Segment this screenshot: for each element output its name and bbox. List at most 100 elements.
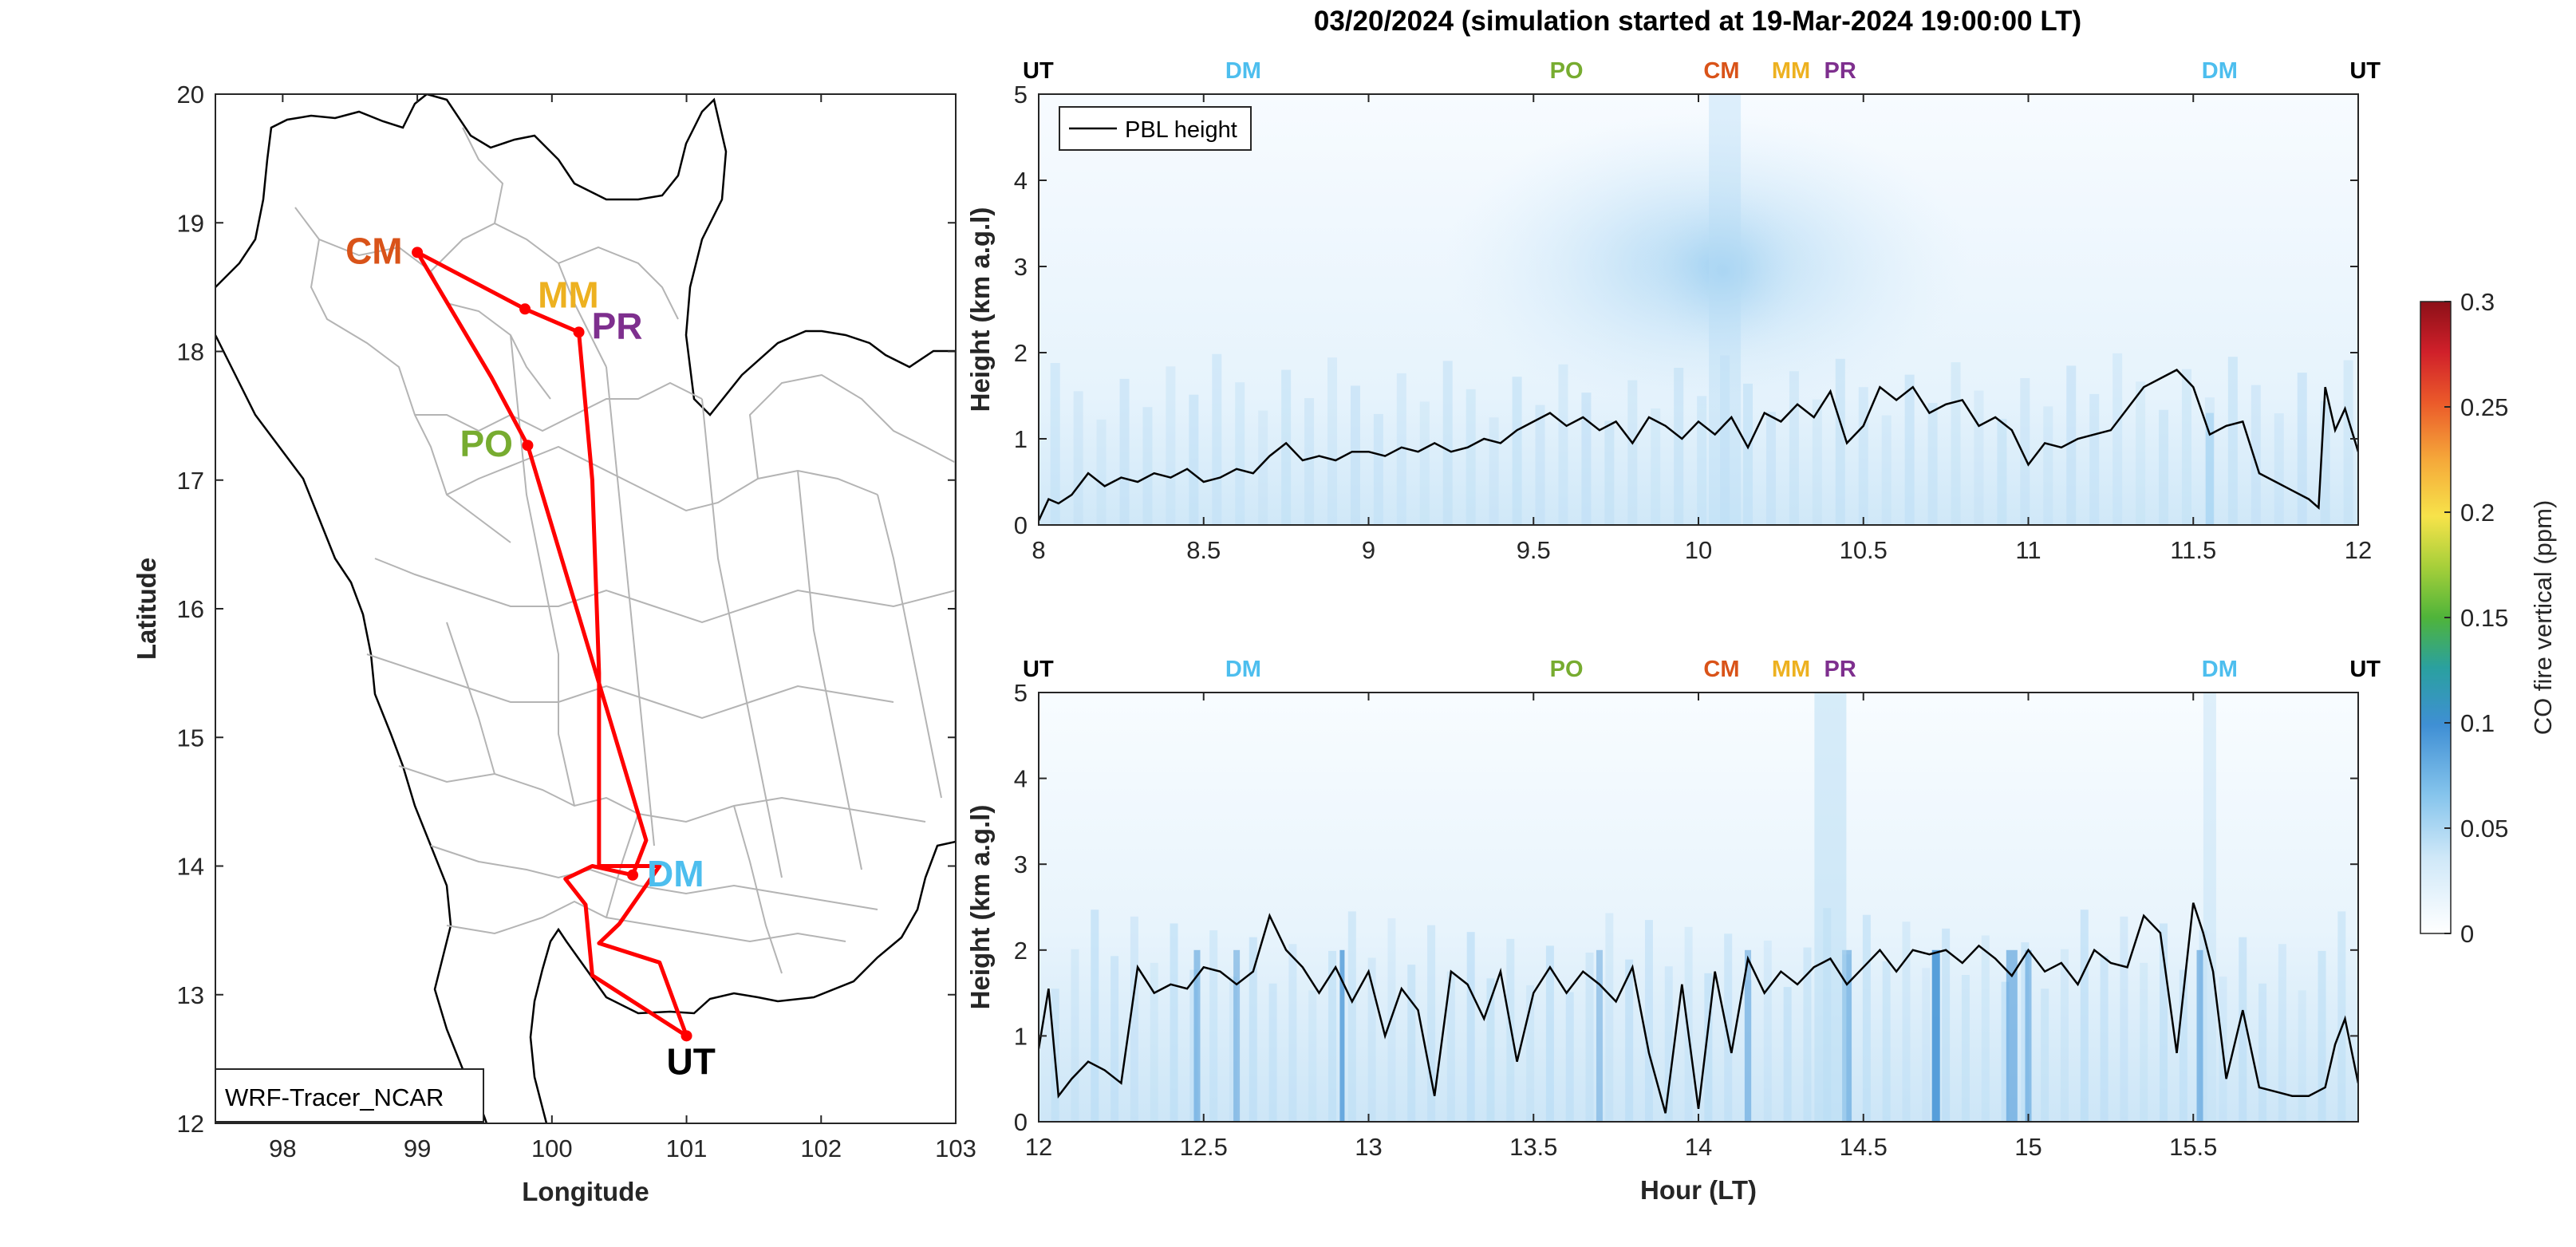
concentration-band xyxy=(2006,949,2018,1122)
concentration-band xyxy=(1308,990,1317,1122)
concentration-band xyxy=(1091,910,1099,1122)
concentration-band xyxy=(1166,366,1176,525)
concentration-band xyxy=(1605,913,1614,1122)
concentration-band xyxy=(1130,916,1138,1122)
map-ytick-label: 12 xyxy=(177,1110,204,1138)
concentration-band xyxy=(1339,949,1345,1122)
concentration-band xyxy=(2100,956,2109,1122)
top-stripes xyxy=(1050,94,2353,525)
concentration-band xyxy=(1763,940,1772,1122)
concentration-band xyxy=(2258,983,2267,1122)
concentration-band xyxy=(1096,419,1107,525)
concentration-band xyxy=(2343,360,2353,525)
colorbar-tick-label: 0.15 xyxy=(2460,604,2508,632)
site-label-cm: CM xyxy=(345,230,403,271)
map-ytick-label: 17 xyxy=(177,467,204,495)
concentration-band xyxy=(1596,949,1603,1122)
xtick-label: 12.5 xyxy=(1180,1133,1228,1161)
concentration-band xyxy=(1466,932,1475,1122)
concentration-band xyxy=(1625,959,1634,1122)
xtick-label: 15 xyxy=(2014,1133,2041,1161)
country-outline xyxy=(215,94,956,1123)
concentration-band xyxy=(2089,393,2100,525)
xtick-label: 14 xyxy=(1685,1133,1712,1161)
concentration-band xyxy=(1150,962,1158,1122)
top-ylabel: Height (km a.g.l) xyxy=(965,207,995,412)
colorbar-tick-label: 0 xyxy=(2460,920,2474,948)
concentration-band xyxy=(1073,391,1083,525)
colorbar-tick-label: 0.3 xyxy=(2460,288,2495,316)
map-ytick-label: 18 xyxy=(177,338,204,366)
concentration-band xyxy=(1119,378,1130,525)
site-marker-pr xyxy=(573,326,585,338)
ytick-label: 3 xyxy=(1014,850,1028,878)
concentration-band xyxy=(1142,407,1153,525)
concentration-band xyxy=(1446,971,1455,1122)
site-label-ut: UT xyxy=(667,1040,716,1082)
concentration-band xyxy=(2203,693,2216,1122)
concentration-band xyxy=(1486,978,1495,1122)
xtick-label: 13 xyxy=(1355,1133,1382,1161)
concentration-band xyxy=(1974,390,1984,525)
map-xtick-label: 99 xyxy=(404,1135,431,1162)
concentration-band xyxy=(1258,410,1268,525)
concentration-band xyxy=(1902,921,1911,1122)
concentration-band xyxy=(1789,371,1799,525)
concentration-band xyxy=(1189,394,1199,525)
site-label-mm: MM xyxy=(538,274,599,315)
xtick-label: 8 xyxy=(1032,536,1045,564)
colorbar-tick-label: 0.1 xyxy=(2460,709,2495,737)
concentration-band xyxy=(1558,364,1568,525)
concentration-band xyxy=(1674,368,1684,525)
concentration-band xyxy=(2021,942,2030,1122)
site-label-cm: CM xyxy=(1703,58,1739,84)
concentration-band xyxy=(1765,412,1776,525)
route-line xyxy=(415,250,688,1038)
concentration-band xyxy=(1050,362,1060,525)
concentration-band xyxy=(1347,911,1356,1122)
concentration-band xyxy=(2136,381,2146,525)
site-label-po: PO xyxy=(1550,657,1584,682)
concentration-band xyxy=(1904,374,1915,525)
bottom-site-labels: UT DM PO CM MM PR DM UT xyxy=(1023,657,2381,682)
colorbar-tick-label: 0.25 xyxy=(2460,393,2508,421)
site-label-mm: MM xyxy=(1772,657,1810,682)
ytick-label: 4 xyxy=(1014,167,1028,195)
concentration-band xyxy=(1235,382,1245,525)
concentration-band xyxy=(2337,911,2346,1122)
site-label-ut: UT xyxy=(1023,58,1054,84)
colorbar: 0 0.05 0.1 0.15 0.2 0.25 0.3 CO fire vertical … xyxy=(2420,288,2557,948)
concentration-band xyxy=(2239,937,2247,1122)
province-lines xyxy=(294,127,956,974)
concentration-band xyxy=(1071,949,1079,1122)
map-boundaries xyxy=(215,94,956,1123)
top-site-labels: UT DM PO CM MM PR DM UT xyxy=(1023,58,2381,84)
colorbar-tick-label: 0.2 xyxy=(2460,499,2495,527)
concentration-band xyxy=(1466,389,1476,525)
site-label-dm: DM xyxy=(647,853,704,894)
concentration-band xyxy=(2179,969,2187,1122)
xtick-label: 10.5 xyxy=(1840,536,1888,564)
concentration-band xyxy=(1803,947,1812,1122)
colorbar-tick-label: 0.05 xyxy=(2460,815,2508,843)
concentration-band xyxy=(1743,383,1753,525)
concentration-band xyxy=(1170,923,1178,1122)
xtick-label: 13.5 xyxy=(1509,1133,1557,1161)
concentration-band xyxy=(2001,981,2010,1122)
concentration-band xyxy=(1881,415,1892,525)
concentration-band xyxy=(2140,962,2148,1122)
ytick-label: 4 xyxy=(1014,765,1028,793)
site-label-po: PO xyxy=(1550,58,1584,84)
ytick-label: 0 xyxy=(1014,1108,1028,1136)
ytick-label: 5 xyxy=(1014,679,1028,707)
concentration-band xyxy=(1407,965,1416,1122)
concentration-band xyxy=(2025,949,2032,1122)
site-label-pr: PR xyxy=(1825,657,1856,682)
concentration-band xyxy=(2199,930,2207,1122)
bottom-heatmap-background xyxy=(1039,693,2358,1122)
colorbar-ticks: 0 0.05 0.1 0.15 0.2 0.25 0.3 xyxy=(2444,288,2508,948)
figure-title: 03/20/2024 (simulation started at 19-Mar… xyxy=(1314,6,2081,37)
site-marker-po xyxy=(522,440,534,452)
concentration-band xyxy=(1489,417,1499,525)
map-legend: WRF-Tracer_NCAR xyxy=(215,1068,484,1123)
